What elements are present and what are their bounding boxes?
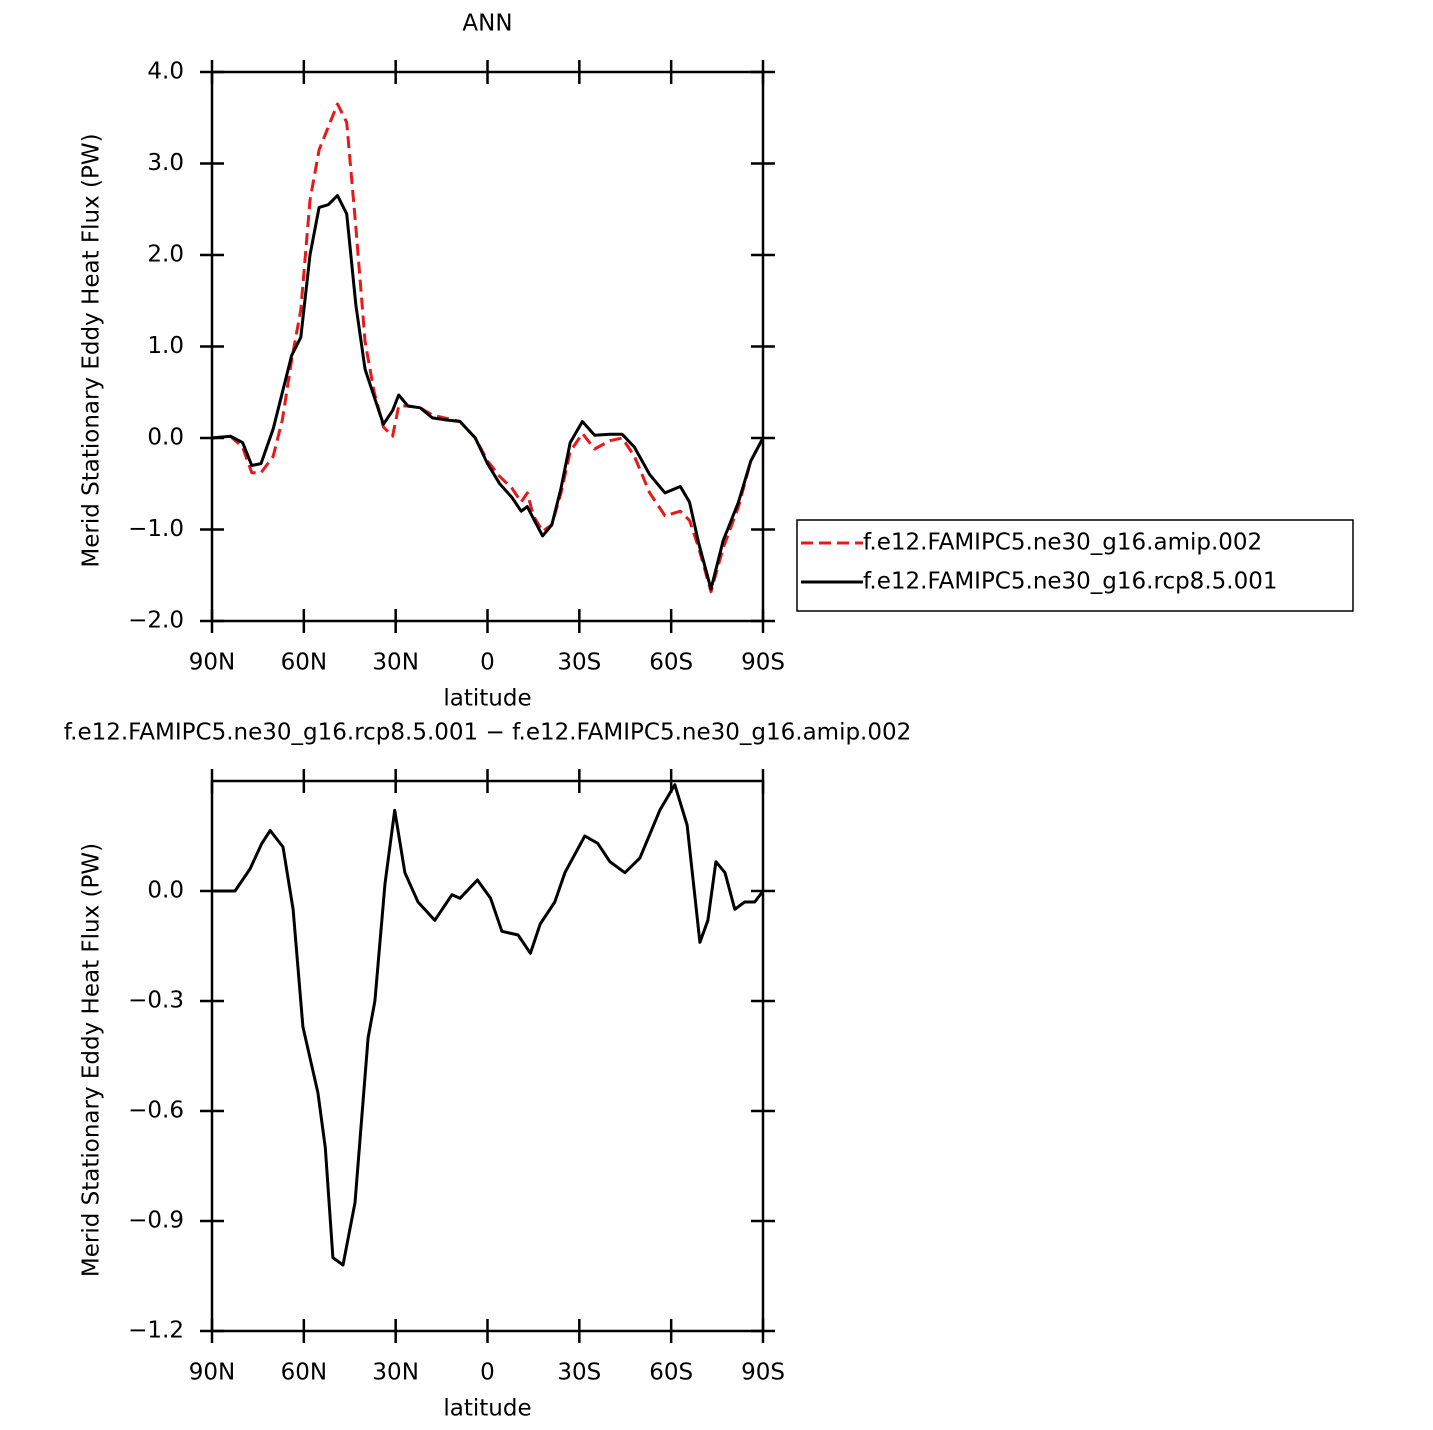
x-tick-label: 30N: [372, 650, 418, 676]
y-tick-label: 4.0: [147, 59, 184, 85]
y-tick-label: −0.9: [128, 1208, 184, 1234]
x-tick-label: 0: [480, 650, 495, 676]
y-tick-label: −1.2: [128, 1318, 184, 1344]
y-tick-label: −2.0: [128, 608, 184, 634]
x-tick-label: 90S: [741, 1360, 785, 1386]
y-tick-label: 0.0: [147, 425, 184, 451]
x-tick-label: 30S: [557, 1360, 601, 1386]
legend-label: f.e12.FAMIPC5.ne30_g16.amip.002: [863, 530, 1262, 556]
x-axis-label: latitude: [443, 686, 531, 712]
x-tick-label: 60N: [281, 650, 327, 676]
x-tick-label: 60S: [649, 650, 693, 676]
y-tick-label: 3.0: [147, 150, 184, 176]
x-tick-label: 90N: [189, 1360, 235, 1386]
chart-title: ANN: [462, 11, 512, 37]
x-tick-label: 60N: [281, 1360, 327, 1386]
y-tick-label: −0.6: [128, 1098, 184, 1124]
legend-box: [796, 519, 1354, 612]
y-tick-label: −1.0: [128, 516, 184, 542]
x-tick-label: 90S: [741, 650, 785, 676]
y-tick-label: 0.0: [147, 878, 184, 904]
x-tick-label: 90N: [189, 650, 235, 676]
y-tick-label: 2.0: [147, 242, 184, 268]
y-tick-label: 1.0: [147, 333, 184, 359]
legend-label: f.e12.FAMIPC5.ne30_g16.rcp8.5.001: [863, 569, 1277, 595]
y-tick-label: −0.3: [128, 988, 184, 1014]
x-tick-label: 30N: [372, 1360, 418, 1386]
x-tick-label: 60S: [649, 1360, 693, 1386]
chart-title: f.e12.FAMIPC5.ne30_g16.rcp8.5.001 − f.e1…: [64, 720, 912, 746]
data-line: [212, 783, 765, 1267]
data-line: [211, 194, 765, 591]
plot-frame: [210, 779, 765, 1333]
y-axis-label: Merid Stationary Eddy Heat Flux (PW): [79, 843, 105, 1277]
y-axis-label: Merid Stationary Eddy Heat Flux (PW): [79, 133, 105, 567]
x-axis-label: latitude: [443, 1396, 531, 1422]
x-tick-label: 30S: [557, 650, 601, 676]
x-tick-label: 0: [480, 1360, 495, 1386]
